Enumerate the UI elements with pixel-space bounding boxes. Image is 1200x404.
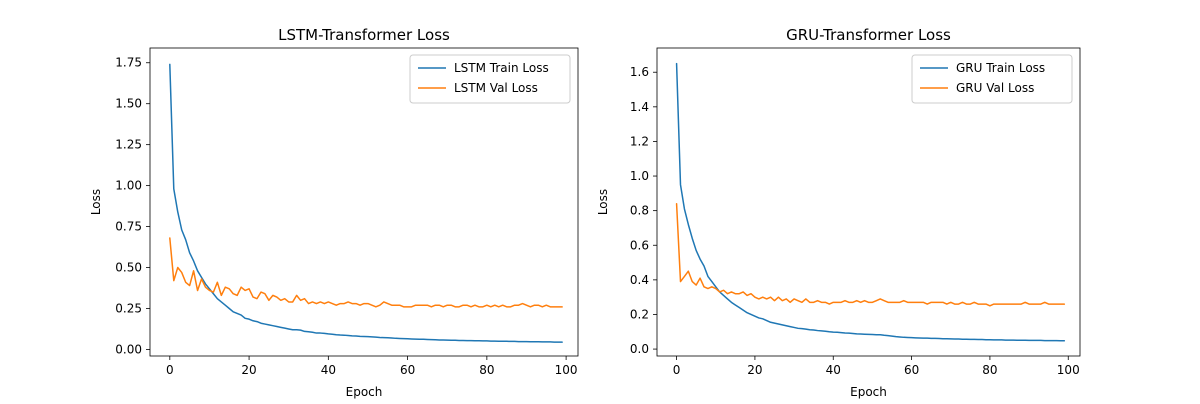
x-tick-label: 100: [1057, 363, 1080, 377]
y-axis-label: Loss: [596, 189, 610, 215]
legend-box: [409, 54, 571, 104]
legend: GRU Train Loss GRU Val Loss: [911, 54, 1073, 104]
y-tick-label: 1.6: [630, 65, 649, 79]
plot-frame: [149, 47, 579, 357]
y-tick-label: 0.8: [630, 204, 649, 218]
y-tick-label: 1.00: [115, 179, 142, 193]
y-tick-label: 1.4: [630, 100, 649, 114]
x-tick-label: 40: [321, 363, 336, 377]
x-tick-label: 80: [982, 363, 997, 377]
plot-frame: [656, 47, 1081, 357]
x-tick-label: 60: [904, 363, 919, 377]
y-tick-label: 1.75: [115, 56, 142, 70]
legend-label-val: GRU Val Loss: [956, 81, 1034, 95]
x-tick-label: 0: [166, 363, 174, 377]
x-tick-label: 40: [826, 363, 841, 377]
x-tick-label: 100: [555, 363, 578, 377]
chart-title: GRU-Transformer Loss: [786, 26, 951, 44]
x-tick-label: 20: [747, 363, 762, 377]
x-tick-label: 80: [479, 363, 494, 377]
y-tick-label: 1.2: [630, 134, 649, 148]
y-tick-label: 0.0: [630, 342, 649, 356]
y-tick-label: 1.25: [115, 138, 142, 152]
y-tick-label: 1.0: [630, 169, 649, 183]
series-line-val: [675, 202, 1066, 307]
x-tick-label: 0: [673, 363, 681, 377]
chart-title: LSTM-Transformer Loss: [278, 26, 450, 44]
series-line-val: [169, 237, 563, 308]
legend-box: [911, 54, 1073, 104]
x-tick-label: 60: [400, 363, 415, 377]
y-tick-label: 0.50: [115, 261, 142, 275]
y-tick-label: 0.6: [630, 238, 649, 252]
y-tick-label: 0.25: [115, 301, 142, 315]
y-tick-label: 0.75: [115, 220, 142, 234]
chart-panel-2: 0 20 40 60 80 100 0.0 0.2 0.4 0.6 0.8 1.0 1.2 1.4 1.6 G…: [596, 26, 1081, 399]
chart-panel-1: 0 20 40 60 80 100 0.00 0.25 0.50 0.75 1.00 1.25 1.50…: [89, 26, 579, 399]
legend-label-val: LSTM Val Loss: [454, 81, 538, 95]
x-axis-label: Epoch: [850, 385, 887, 399]
x-tick-label: 20: [241, 363, 256, 377]
y-tick-label: 0.2: [630, 307, 649, 321]
series-line-train: [169, 63, 563, 343]
legend: LSTM Train Loss LSTM Val Loss: [409, 54, 571, 104]
legend-label-train: GRU Train Loss: [956, 61, 1045, 75]
series-line-train: [675, 62, 1066, 342]
y-axis-label: Loss: [89, 189, 103, 215]
legend-label-train: LSTM Train Loss: [454, 61, 549, 75]
x-axis-label: Epoch: [346, 385, 383, 399]
y-tick-label: 1.50: [115, 97, 142, 111]
y-tick-label: 0.4: [630, 273, 649, 287]
y-tick-label: 0.00: [115, 342, 142, 356]
